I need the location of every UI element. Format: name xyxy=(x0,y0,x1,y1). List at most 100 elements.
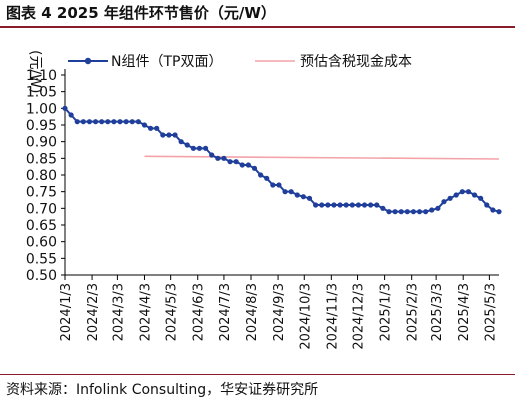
data-point xyxy=(99,119,105,125)
data-point xyxy=(202,145,209,151)
legend-label-main-series: N组件（TP双面） xyxy=(111,54,222,70)
source-note: 资料来源：Infolink Consulting，华安证券研究所 xyxy=(6,382,319,398)
data-point xyxy=(484,202,490,208)
x-tick-label: 2025/4/3 xyxy=(457,283,472,341)
x-tick-label: 2025/1/3 xyxy=(379,283,394,341)
y-tick-label: 0.55 xyxy=(26,251,57,267)
data-point xyxy=(392,209,398,215)
data-point xyxy=(209,152,215,158)
data-point xyxy=(184,142,190,148)
data-point xyxy=(496,209,502,215)
data-point xyxy=(196,145,203,151)
chart-legend: N组件（TP双面） 预估含税现金成本 xyxy=(68,54,412,70)
data-point xyxy=(368,202,374,208)
y-tick-label: 0.75 xyxy=(26,185,57,201)
data-point xyxy=(117,119,123,125)
x-axis: 2024/1/3 2024/2/3 2024/3/3 2024/4/3 2024/5/3… xyxy=(59,274,499,350)
data-point xyxy=(435,205,441,211)
title-divider xyxy=(0,26,515,28)
data-point xyxy=(306,195,313,201)
x-tick-label: 2024/5/3 xyxy=(165,283,180,341)
y-tick-label: 0.50 xyxy=(26,268,57,284)
x-tick-label: 2024/7/3 xyxy=(218,283,233,341)
data-point xyxy=(86,119,93,125)
data-point xyxy=(239,162,245,168)
x-tick-label: 2024/11/3 xyxy=(325,283,340,350)
x-tick-label: 2025/5/3 xyxy=(483,283,498,341)
data-point xyxy=(490,207,496,213)
line-chart: 1.101.051.000.950.900.850.800.750.700.65… xyxy=(26,50,502,350)
x-tick-label: 2024/8/3 xyxy=(245,283,260,341)
y-axis-label: (元/W) xyxy=(27,50,43,93)
x-tick-label: 2024/2/3 xyxy=(86,283,101,341)
x-tick-label: 2024/3/3 xyxy=(111,283,126,341)
data-point xyxy=(410,209,417,215)
plot-area xyxy=(62,105,502,215)
cost-series-line xyxy=(144,155,500,160)
data-point xyxy=(227,159,233,165)
data-point xyxy=(245,162,251,168)
data-point xyxy=(129,119,135,125)
data-point xyxy=(319,202,325,208)
y-axis: 1.101.051.000.950.900.850.800.750.700.65… xyxy=(26,68,66,284)
data-point xyxy=(251,165,258,171)
data-point xyxy=(441,199,447,205)
data-point xyxy=(416,209,423,215)
data-point xyxy=(135,119,141,125)
data-point xyxy=(276,182,282,188)
y-tick-label: 0.65 xyxy=(26,218,57,234)
y-tick-label: 1.00 xyxy=(26,101,57,117)
data-point xyxy=(429,207,435,213)
data-point xyxy=(190,145,196,151)
data-point xyxy=(264,175,270,181)
y-tick-label: 0.95 xyxy=(26,118,57,134)
data-point xyxy=(154,125,160,131)
y-tick-label: 0.90 xyxy=(26,135,57,151)
data-point xyxy=(178,139,184,145)
data-point xyxy=(258,172,264,178)
data-point xyxy=(325,202,331,208)
data-point xyxy=(386,209,392,215)
data-point xyxy=(453,192,459,198)
x-tick-label: 2024/1/3 xyxy=(59,283,74,341)
data-point xyxy=(478,195,484,201)
legend-label-cost-line: 预估含税现金成本 xyxy=(300,54,412,70)
data-point xyxy=(300,194,306,200)
data-point xyxy=(343,202,349,208)
y-tick-label: 0.85 xyxy=(26,151,57,167)
y-tick-label: 0.80 xyxy=(26,168,57,184)
data-point xyxy=(233,159,239,165)
data-point xyxy=(123,119,129,125)
data-point xyxy=(80,119,86,125)
data-point xyxy=(270,182,276,188)
data-point xyxy=(282,189,288,195)
data-point xyxy=(68,112,74,118)
x-tick-label: 2024/6/3 xyxy=(192,283,207,341)
data-point xyxy=(105,119,111,125)
data-point xyxy=(459,189,465,195)
data-point xyxy=(398,209,404,215)
x-tick-label: 2024/12/3 xyxy=(352,283,367,350)
y-tick-label: 1.05 xyxy=(26,85,57,101)
data-point xyxy=(111,119,117,125)
data-point xyxy=(221,155,227,161)
x-tick-label: 2025/2/3 xyxy=(406,283,421,341)
data-point xyxy=(349,202,355,208)
data-point xyxy=(471,192,478,198)
data-point xyxy=(447,195,453,201)
data-point xyxy=(380,205,386,211)
data-point xyxy=(74,119,80,125)
x-tick-label: 2024/10/3 xyxy=(298,283,313,350)
data-point xyxy=(215,155,221,161)
x-tick-label: 2024/4/3 xyxy=(138,283,153,341)
data-point xyxy=(374,202,380,208)
data-point xyxy=(313,202,319,208)
data-point xyxy=(361,202,368,208)
data-point xyxy=(465,189,472,195)
data-point xyxy=(355,202,362,208)
data-point xyxy=(294,192,300,198)
data-point xyxy=(62,105,68,111)
data-point xyxy=(423,209,429,215)
data-point xyxy=(141,122,148,128)
x-tick-label: 2025/3/3 xyxy=(430,283,445,341)
